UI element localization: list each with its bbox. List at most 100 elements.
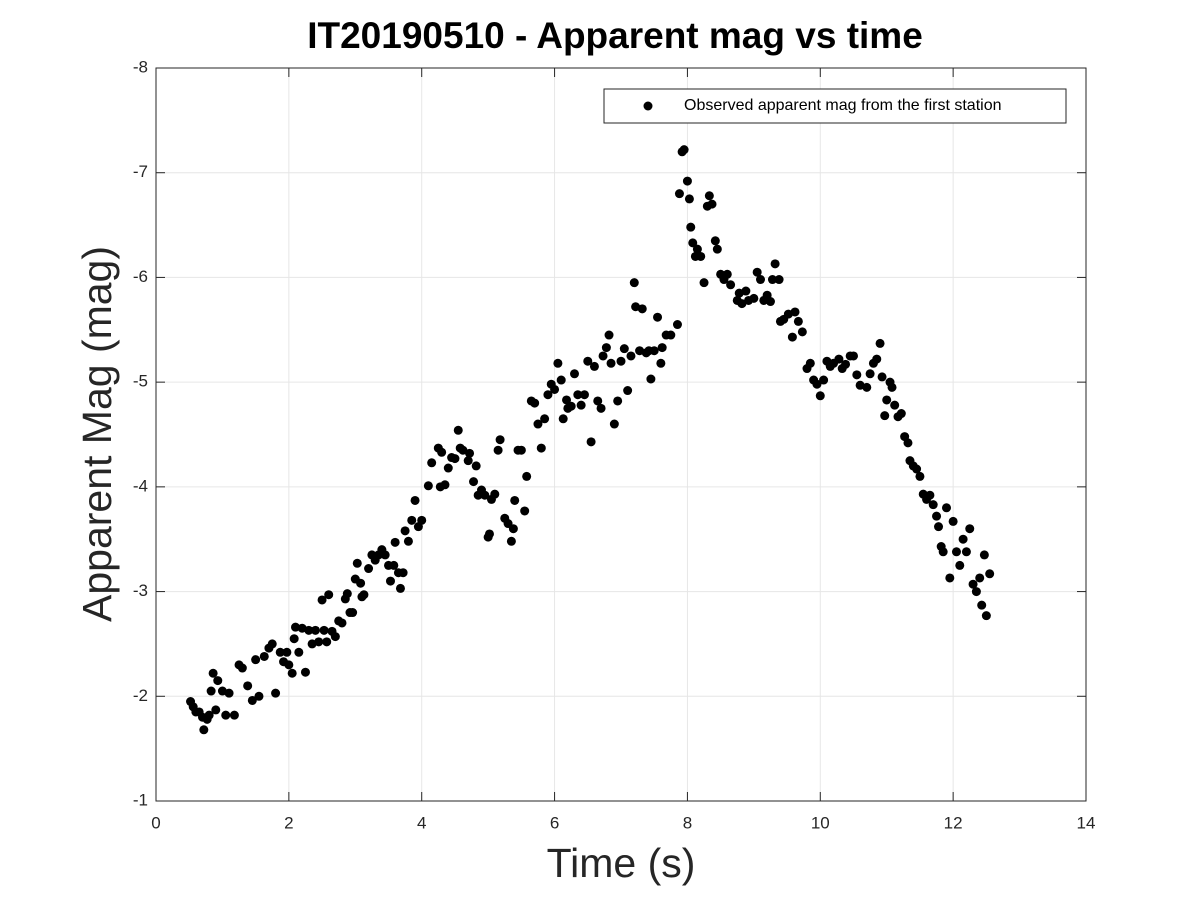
data-point (380, 550, 390, 560)
x-tick-label: 8 (683, 813, 692, 832)
data-point (649, 346, 659, 356)
data-point (849, 351, 858, 361)
data-point (398, 568, 408, 578)
x-tick-label: 10 (811, 813, 830, 832)
data-point (206, 686, 216, 696)
x-tick-label: 4 (417, 813, 426, 832)
y-tick-label: -3 (133, 581, 148, 600)
data-point (968, 579, 978, 589)
data-point (629, 278, 639, 288)
data-point (495, 435, 505, 445)
x-tick-label: 6 (550, 813, 559, 832)
data-point (317, 595, 327, 605)
data-point (793, 316, 803, 326)
data-point (284, 660, 294, 670)
data-point (656, 358, 666, 368)
data-point (682, 176, 692, 186)
data-point (570, 369, 579, 379)
data-point (805, 358, 815, 368)
data-point (275, 647, 285, 657)
data-point (815, 391, 825, 401)
data-point (915, 471, 925, 481)
data-point (282, 647, 292, 657)
data-point (890, 400, 900, 410)
data-point (342, 589, 352, 599)
data-point (948, 516, 958, 526)
data-point (540, 414, 550, 424)
data-point (589, 361, 599, 371)
data-point (756, 275, 765, 285)
data-point (934, 522, 944, 532)
data-point (912, 464, 922, 474)
data-point (752, 267, 762, 277)
data-point (579, 390, 589, 400)
data-point (389, 560, 399, 570)
plot-frame (155, 67, 1087, 802)
data-point (395, 583, 405, 593)
y-tick-label: -1 (133, 790, 148, 809)
data-point (686, 222, 696, 232)
data-point (583, 356, 593, 366)
data-point (710, 236, 720, 246)
data-point (271, 688, 281, 698)
data-point (287, 668, 297, 678)
data-point (516, 445, 526, 455)
data-point (672, 320, 682, 330)
data-point (977, 600, 987, 610)
data-point (765, 297, 775, 307)
data-point (880, 411, 890, 421)
data-point (774, 275, 784, 285)
data-point (812, 379, 822, 389)
x-axis-label: Time (s) (547, 840, 696, 886)
data-point (601, 343, 611, 353)
data-point (314, 637, 324, 647)
data-point (637, 304, 647, 314)
data-point (490, 489, 500, 499)
data-point (576, 400, 586, 410)
data-point (770, 259, 780, 269)
data-point (593, 396, 603, 406)
data-point (961, 547, 971, 557)
data-point (530, 398, 540, 408)
data-point (553, 358, 563, 368)
data-point (289, 634, 299, 644)
data-point (925, 490, 935, 500)
data-point (928, 500, 938, 510)
x-tick-label: 14 (1077, 813, 1096, 832)
data-point (469, 477, 479, 487)
data-point (443, 463, 453, 473)
data-point (550, 384, 560, 394)
data-point (410, 495, 420, 505)
x-tick-label: 0 (151, 813, 160, 832)
data-point (300, 667, 310, 677)
data-point (254, 691, 264, 701)
data-point (407, 515, 417, 525)
data-point (712, 244, 722, 254)
data-point (707, 199, 717, 209)
data-point (558, 414, 568, 424)
data-point (465, 448, 475, 458)
data-point (352, 558, 362, 568)
data-point (606, 358, 616, 368)
data-point (259, 651, 269, 661)
data-point (522, 471, 532, 481)
data-point (981, 611, 991, 621)
data-point (573, 390, 583, 400)
data-point (688, 238, 698, 248)
data-point (566, 401, 576, 411)
data-point (722, 269, 732, 279)
data-point (294, 647, 304, 657)
data-point (741, 286, 751, 296)
data-point (613, 396, 623, 406)
data-point (945, 573, 955, 583)
data-point (841, 359, 851, 369)
data-point (324, 590, 334, 600)
x-tick-label: 2 (284, 813, 293, 832)
y-tick-label: -6 (133, 267, 148, 286)
legend-box (603, 88, 1067, 124)
data-point (596, 403, 606, 413)
data-point (666, 330, 676, 340)
data-point (417, 515, 427, 525)
y-tick-label: -2 (133, 686, 148, 705)
